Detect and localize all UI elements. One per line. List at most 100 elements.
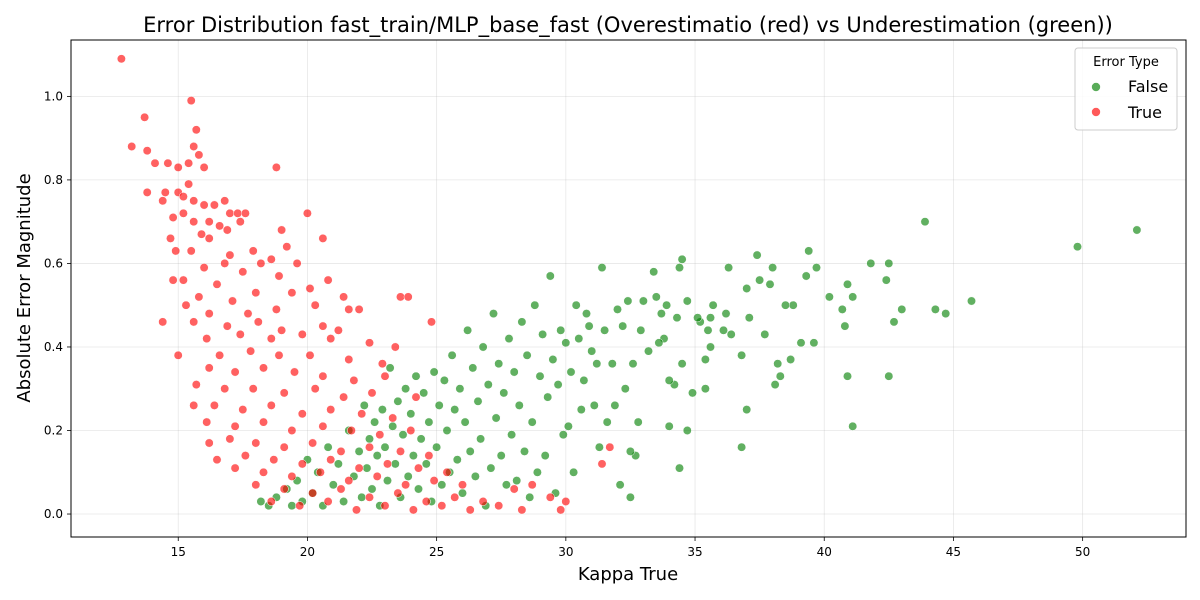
series-true [116, 54, 615, 515]
data-point [429, 476, 439, 486]
data-point [527, 480, 537, 490]
data-point [266, 254, 276, 264]
data-point [520, 446, 529, 456]
data-point [238, 405, 248, 415]
data-point [370, 417, 380, 427]
data-point [719, 325, 728, 335]
data-point [230, 367, 240, 377]
data-point [209, 400, 219, 410]
data-point [812, 263, 821, 273]
data-point [166, 233, 175, 243]
data-point [199, 263, 209, 273]
data-point [483, 380, 493, 390]
data-point [760, 329, 770, 339]
data-point [302, 208, 312, 218]
data-point [225, 434, 235, 444]
data-point [173, 162, 183, 172]
data-point [277, 225, 287, 235]
data-point [344, 304, 354, 314]
data-point [706, 342, 715, 352]
data-point [127, 142, 137, 151]
data-point [775, 371, 785, 381]
data-point [383, 459, 392, 469]
data-point [411, 371, 421, 381]
data-point [424, 451, 434, 461]
data-point [478, 342, 488, 352]
data-point [561, 338, 571, 348]
legend-label-false: False [1128, 77, 1168, 96]
data-point [383, 476, 392, 486]
x-tick-label: 40 [817, 545, 832, 559]
data-point [737, 442, 747, 452]
data-point [372, 471, 382, 481]
data-point [326, 334, 336, 344]
data-point [700, 384, 710, 394]
data-point [189, 400, 199, 410]
data-point [352, 505, 361, 515]
data-point [682, 296, 692, 306]
data-point [346, 426, 356, 435]
data-point [357, 409, 367, 419]
data-point [238, 267, 248, 277]
data-point [522, 350, 532, 360]
data-point [393, 396, 403, 406]
data-point [773, 359, 783, 369]
data-point [517, 505, 527, 515]
data-point [535, 371, 545, 381]
y-tick-label: 0.8 [44, 173, 63, 187]
data-point [222, 225, 232, 235]
data-point [269, 455, 279, 465]
data-point [589, 400, 599, 410]
data-point [271, 162, 281, 172]
data-point [212, 279, 222, 289]
data-point [279, 388, 289, 398]
data-point [235, 329, 245, 339]
data-point [189, 196, 199, 206]
data-point [538, 329, 548, 339]
data-point [178, 208, 188, 218]
data-point [380, 501, 390, 511]
data-point [708, 300, 718, 310]
data-point [579, 375, 589, 385]
data-point [365, 338, 374, 348]
data-point [486, 463, 496, 473]
data-point [682, 426, 692, 435]
data-point [365, 442, 374, 452]
data-point [437, 480, 447, 490]
data-point [163, 158, 173, 168]
data-point [452, 455, 462, 465]
data-point [458, 480, 467, 490]
data-point [672, 313, 682, 323]
data-point [463, 325, 473, 335]
data-point [677, 254, 687, 264]
data-points [116, 54, 1142, 515]
data-point [651, 292, 661, 302]
data-point [168, 213, 178, 222]
data-point [259, 467, 268, 477]
data-point [884, 258, 894, 268]
data-point [597, 263, 607, 273]
data-point [142, 146, 152, 156]
data-point [460, 417, 470, 427]
data-point [752, 250, 762, 260]
data-point [532, 467, 542, 477]
data-point [638, 296, 648, 306]
data-point [884, 371, 894, 381]
data-point [439, 375, 449, 385]
y-tick-label: 0.0 [44, 507, 63, 521]
data-point [140, 112, 150, 122]
data-point [434, 400, 444, 410]
data-point [401, 384, 411, 394]
x-tick-label: 15 [171, 545, 186, 559]
data-point [688, 388, 697, 398]
data-point [615, 480, 625, 490]
data-point [408, 505, 418, 515]
data-point [142, 187, 152, 197]
data-point [432, 442, 442, 452]
data-point [336, 484, 346, 494]
legend-marker-false [1091, 82, 1101, 92]
data-point [1073, 242, 1082, 252]
data-point [308, 488, 318, 498]
data-point [582, 309, 591, 319]
